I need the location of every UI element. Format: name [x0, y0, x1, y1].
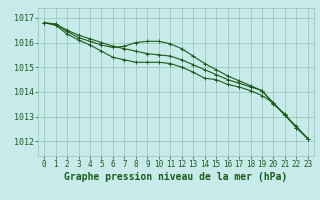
X-axis label: Graphe pression niveau de la mer (hPa): Graphe pression niveau de la mer (hPa) [64, 172, 288, 182]
